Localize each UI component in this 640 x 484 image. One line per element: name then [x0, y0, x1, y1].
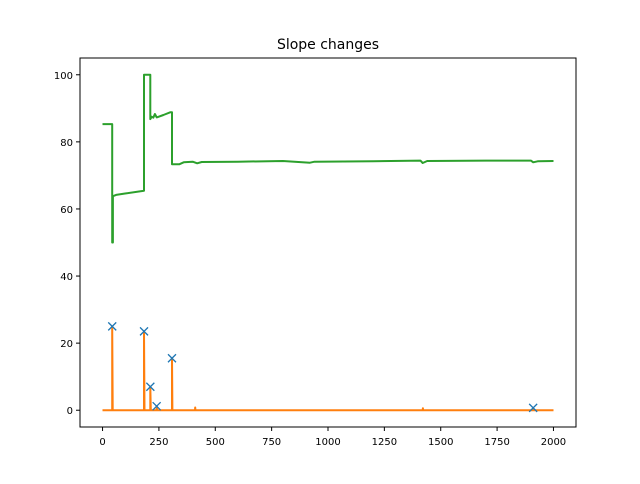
x-tick-label: 1500 — [428, 437, 453, 448]
x-tick-label: 1000 — [315, 437, 340, 448]
x-marker-2 — [145, 382, 155, 392]
x-marker-1 — [139, 326, 149, 336]
y-tick-label: 60 — [60, 205, 73, 216]
y-tick-label: 80 — [60, 138, 73, 149]
y-tick-label: 40 — [60, 272, 73, 283]
y-tick-label: 20 — [60, 339, 73, 350]
x-marker-5 — [528, 403, 538, 413]
y-axis: 0 20 40 60 80 100 — [54, 71, 80, 417]
x-tick-label: 750 — [262, 437, 281, 448]
series-line-1 — [102, 325, 554, 412]
x-tick-label: 1250 — [372, 437, 397, 448]
x-tick-label: 250 — [149, 437, 168, 448]
plot-area — [102, 73, 554, 413]
x-tick-label: 1750 — [484, 437, 509, 448]
x-tick-label: 2000 — [541, 437, 566, 448]
x-marker-0 — [107, 321, 117, 331]
axes-frame — [79, 57, 577, 428]
x-tick-label: 0 — [99, 437, 105, 448]
x-axis: 0 250 500 750 1000 1250 1500 1750 2000 — [99, 427, 566, 448]
y-tick-label: 0 — [67, 406, 73, 417]
x-marker-4 — [167, 353, 177, 363]
chart-title: Slope changes — [277, 37, 379, 53]
series-line-0 — [102, 73, 554, 244]
y-tick-label: 100 — [54, 71, 73, 82]
x-marker-3 — [152, 401, 162, 411]
x-tick-label: 500 — [206, 437, 225, 448]
